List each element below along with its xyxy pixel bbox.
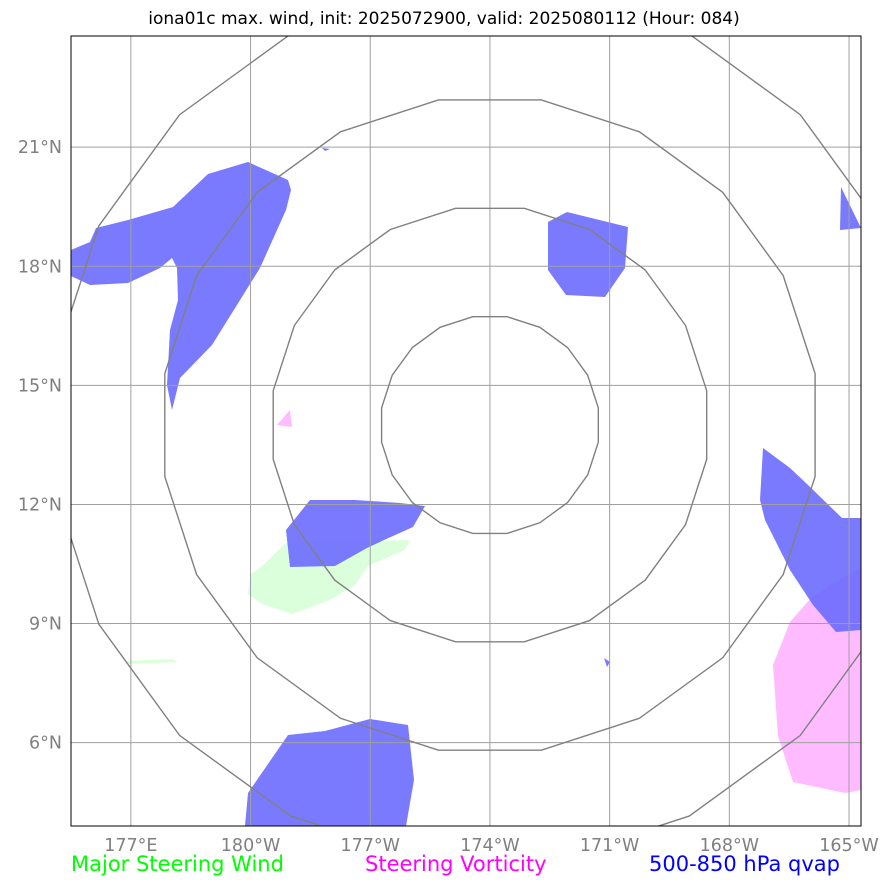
lat-tick-label: 12°N: [18, 495, 62, 515]
wind-region: [248, 540, 410, 614]
qvap-region: [322, 148, 330, 151]
range-ring: [272, 207, 708, 643]
legend-qvap: 500-850 hPa qvap: [649, 852, 840, 876]
range-rings: [71, 36, 861, 826]
lat-tick-label: 18°N: [18, 257, 62, 277]
lon-tick-label: 177°W: [341, 836, 400, 856]
map-frame: [70, 35, 862, 827]
range-ring: [380, 316, 599, 535]
lon-tick-label: 180°W: [221, 836, 280, 856]
qvap-region: [840, 187, 861, 230]
lat-tick-label: 6°N: [29, 734, 62, 754]
lon-tick-label: 165°W: [819, 836, 878, 856]
qvap-layer: [71, 148, 861, 826]
vorticity-region: [277, 410, 292, 427]
map-title: iona01c max. wind, init: 2025072900, val…: [148, 9, 740, 29]
lat-tick-label: 15°N: [18, 376, 62, 396]
legend-steering-wind: Major Steering Wind: [71, 852, 284, 876]
lon-tick-label: 171°W: [580, 836, 639, 856]
lon-tick-label: 168°W: [700, 836, 759, 856]
lon-tick-label: 174°W: [460, 836, 519, 856]
legend-steering-vorticity: Steering Vorticity: [365, 852, 547, 876]
lat-tick-label: 21°N: [18, 138, 62, 158]
lat-tick-label: 9°N: [29, 615, 62, 635]
axis-ticks: 177°E 180°W 177°W 174°W 171°W 168°W 165°W 6°N 9°…: [18, 138, 879, 856]
qvap-region: [245, 719, 414, 826]
lon-tick-label: 177°E: [104, 836, 157, 856]
range-ring: [71, 36, 861, 826]
qvap-region: [604, 658, 610, 667]
steering-wind-layer: [126, 540, 410, 664]
qvap-region: [760, 448, 861, 632]
qvap-region: [548, 212, 628, 297]
range-ring: [164, 99, 816, 751]
wind-region: [126, 659, 178, 664]
qvap-region: [286, 500, 425, 567]
qvap-region: [71, 162, 291, 410]
map-gridlines: [71, 36, 861, 826]
